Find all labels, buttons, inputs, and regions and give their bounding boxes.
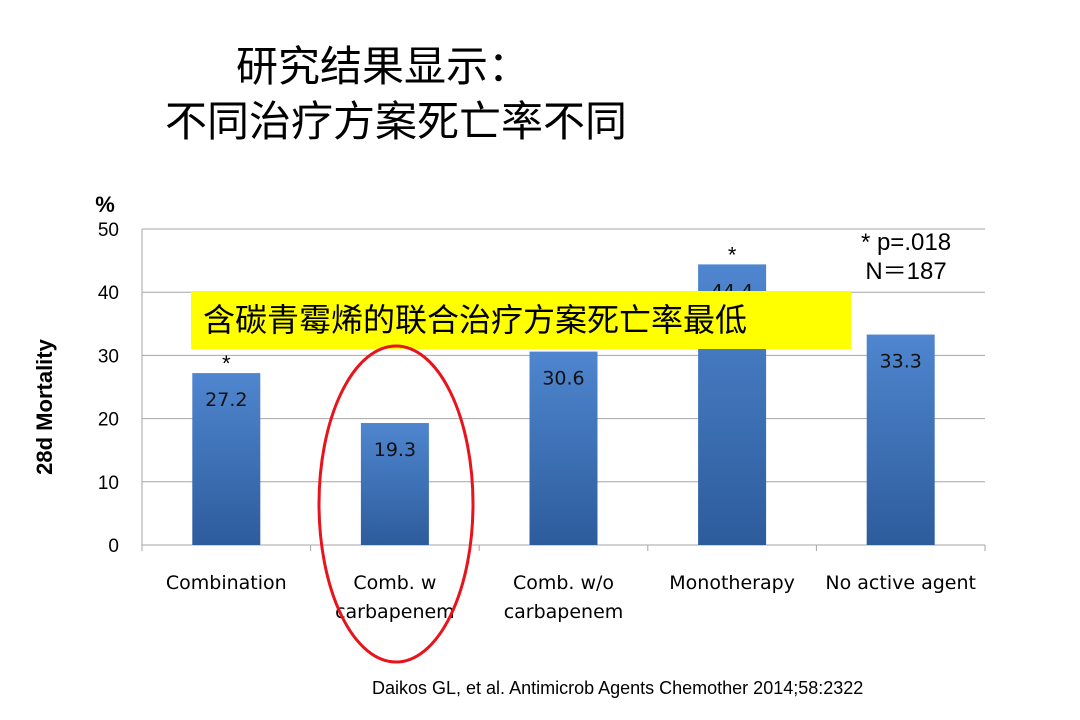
y-tick-label: 20 — [98, 410, 119, 431]
y-tick-label: 10 — [98, 473, 119, 494]
y-axis-unit: % — [95, 192, 115, 217]
citation: Daikos GL, et al. Antimicrob Agents Chem… — [372, 678, 864, 698]
p-value-text: * p=.018 — [860, 229, 952, 256]
category-label: carbapenem — [504, 601, 624, 623]
slide-title-line1: 研究结果显示： — [236, 42, 531, 91]
bar-2 — [529, 351, 598, 545]
data-label: 30.6 — [542, 368, 584, 390]
highlight-callout: 含碳青霉烯的联合治疗方案死亡率最低 — [191, 291, 851, 349]
data-label: 33.3 — [880, 351, 922, 373]
significance-marker: * — [222, 351, 231, 376]
sample-size-text: N＝187 — [865, 258, 947, 285]
significance-marker: * — [728, 242, 737, 267]
category-label: No active agent — [825, 572, 976, 594]
y-tick-label: 30 — [98, 346, 119, 367]
category-label: Monotherapy — [669, 572, 795, 594]
bar-4 — [866, 334, 935, 545]
category-label: Comb. w/o — [513, 572, 614, 594]
bar-0 — [192, 373, 261, 545]
y-tick-label: 50 — [98, 220, 119, 241]
data-label: 19.3 — [374, 439, 416, 461]
y-tick-label: 0 — [108, 536, 119, 557]
slide-title-line2: 不同治疗方案死亡率不同 — [165, 97, 628, 146]
stats-note: * p=.018 N＝187 — [846, 228, 966, 286]
y-tick-label: 40 — [98, 283, 119, 304]
category-label: carbapenem — [335, 601, 455, 623]
category-label: Comb. w — [353, 572, 436, 594]
category-label: Combination — [166, 572, 287, 594]
y-axis-title: 28d Mortality — [32, 338, 57, 474]
data-label: 27.2 — [205, 389, 247, 411]
